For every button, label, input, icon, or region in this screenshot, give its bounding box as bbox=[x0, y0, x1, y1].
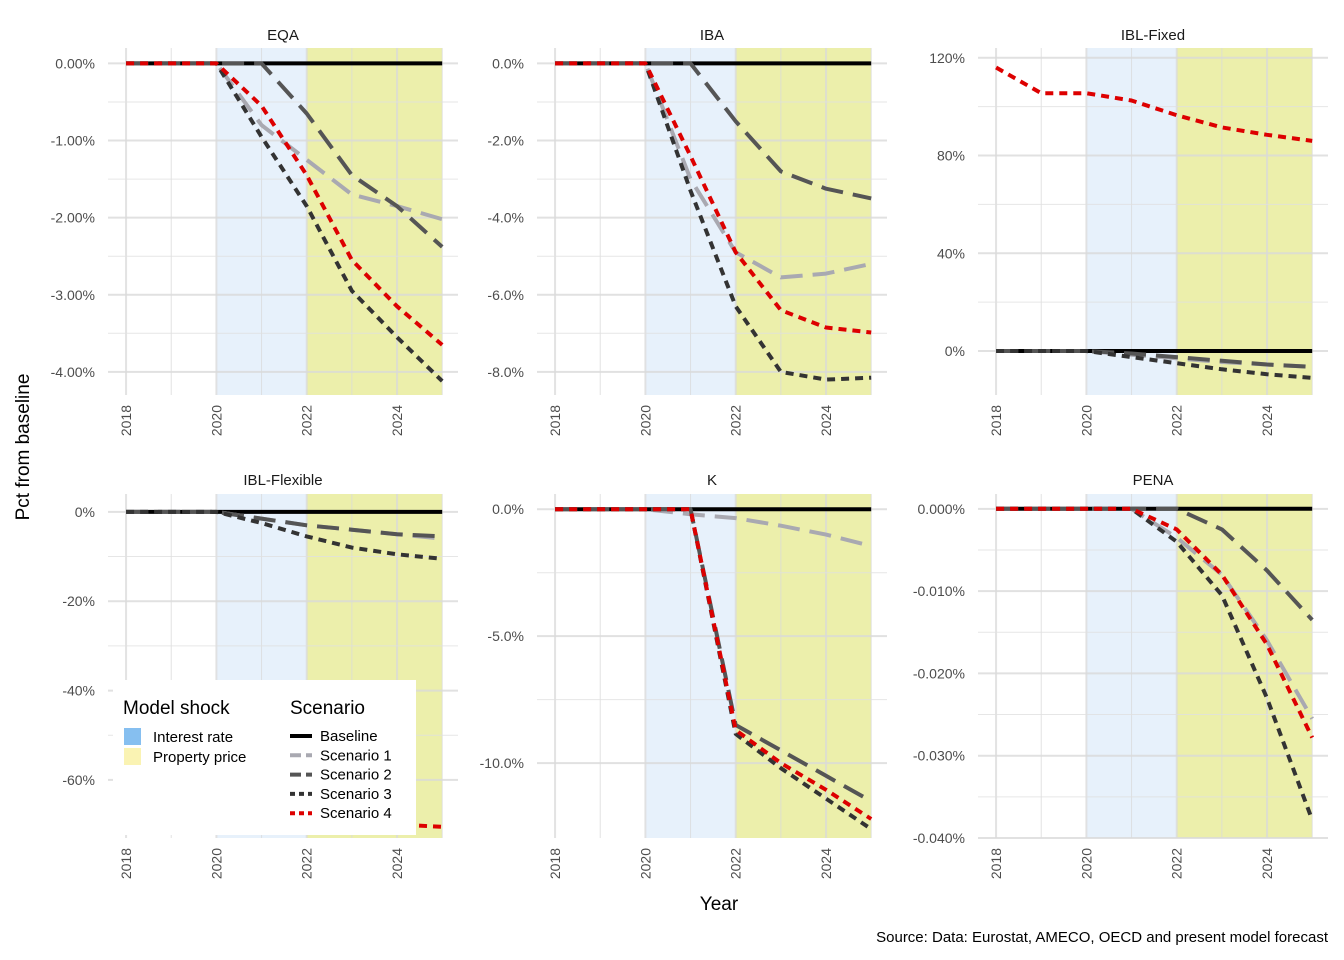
y-tick-label: -0.020% bbox=[913, 665, 965, 681]
x-tick-label: 2024 bbox=[1259, 848, 1275, 879]
y-tick-label: -0.030% bbox=[913, 748, 965, 764]
panel-title: PENA bbox=[1133, 472, 1174, 489]
y-tick-label: -2.0% bbox=[487, 133, 524, 149]
y-tick-label: -0.040% bbox=[913, 830, 965, 846]
series-scenario-3 bbox=[996, 349, 1313, 380]
x-tick-label: 2020 bbox=[1078, 405, 1094, 436]
y-tick-label: -60% bbox=[62, 772, 95, 788]
shade-property-price bbox=[1176, 48, 1313, 395]
legend-title-shock: Model shock bbox=[123, 698, 230, 719]
panel-title: IBL-Fixed bbox=[1121, 27, 1185, 44]
x-tick-label: 2018 bbox=[118, 848, 134, 879]
panel-title: K bbox=[707, 472, 717, 489]
legend-label-shock: Property price bbox=[153, 749, 246, 766]
panel-k: K 0.0% -5.0% -10.0% 2018 2020 2022 2024 bbox=[480, 472, 887, 879]
x-tick-label: 2024 bbox=[818, 848, 834, 879]
panel-ibl-fixed: IBL-Fixed 0% 40% 80% 120% 2018 2020 2022 2024 bbox=[929, 27, 1328, 436]
y-tick-label: -10.0% bbox=[480, 755, 524, 771]
series-scenario-2 bbox=[555, 61, 872, 201]
y-axis-title: Pct from baseline bbox=[13, 374, 34, 521]
legend-key-shock bbox=[124, 748, 141, 765]
x-tick-label: 2022 bbox=[1169, 848, 1185, 879]
y-tick-label: -4.00% bbox=[51, 364, 95, 380]
panel-title: IBL-Flexible bbox=[243, 472, 322, 489]
shade-property-price bbox=[306, 48, 443, 395]
x-tick-label: 2018 bbox=[547, 848, 563, 879]
caption: Source: Data: Eurostat, AMECO, OECD and … bbox=[876, 929, 1329, 946]
x-tick-label: 2022 bbox=[728, 405, 744, 436]
x-tick-label: 2024 bbox=[1259, 405, 1275, 436]
x-tick-label: 2024 bbox=[389, 848, 405, 879]
legend-background bbox=[113, 680, 416, 835]
shade-property-price bbox=[735, 48, 872, 395]
legend-label-scenario: Scenario 4 bbox=[320, 805, 392, 822]
series-scenario-3 bbox=[996, 506, 1315, 821]
panels: EQA 0.00% -1.00% -2.00% -3.00% -4.00% 2018 2020… bbox=[51, 27, 1328, 879]
x-tick-label: 2018 bbox=[988, 848, 1004, 879]
panel-title: EQA bbox=[267, 27, 299, 44]
y-tick-label: 0.0% bbox=[492, 501, 524, 517]
series-scenario-4 bbox=[996, 506, 1314, 739]
series-scenario-3 bbox=[126, 509, 443, 561]
y-tick-label: -0.010% bbox=[913, 583, 965, 599]
legend: Model shock Interest rate Property price Sc… bbox=[113, 680, 416, 835]
x-tick-label: 2024 bbox=[389, 405, 405, 436]
x-tick-label: 2024 bbox=[818, 405, 834, 436]
panel-eqa: EQA 0.00% -1.00% -2.00% -3.00% -4.00% 2018 2020… bbox=[51, 27, 458, 436]
y-tick-label: -2.00% bbox=[51, 210, 95, 226]
y-tick-label: 0.0% bbox=[492, 55, 524, 71]
series-scenario-2 bbox=[126, 61, 444, 249]
series-scenario-4 bbox=[995, 65, 1313, 143]
x-tick-label: 2018 bbox=[547, 405, 563, 436]
y-tick-label: -1.00% bbox=[51, 133, 95, 149]
legend-label-scenario: Scenario 2 bbox=[320, 767, 392, 784]
panel-title: IBA bbox=[700, 27, 724, 44]
y-tick-label: 120% bbox=[929, 50, 965, 66]
x-tick-label: 2022 bbox=[1169, 405, 1185, 436]
legend-label-shock: Interest rate bbox=[153, 729, 233, 746]
series-scenario-4 bbox=[555, 61, 872, 335]
y-tick-label: 40% bbox=[937, 245, 965, 261]
x-tick-label: 2020 bbox=[208, 848, 224, 879]
series-scenario-3 bbox=[126, 61, 444, 383]
series-scenario-3 bbox=[555, 61, 872, 382]
y-tick-label: -6.0% bbox=[487, 287, 524, 303]
x-tick-label: 2020 bbox=[208, 405, 224, 436]
series-scenario-2 bbox=[996, 349, 1313, 369]
panel-iba: IBA 0.0% -2.0% -4.0% -6.0% -8.0% 2018 2020 2022 2… bbox=[487, 27, 887, 436]
y-tick-label: 0% bbox=[75, 504, 95, 520]
series-scenario-4 bbox=[126, 61, 444, 347]
y-tick-label: -5.0% bbox=[487, 628, 524, 644]
y-tick-label: -20% bbox=[62, 593, 95, 609]
x-axis-title: Year bbox=[700, 894, 739, 915]
y-tick-label: 0% bbox=[945, 343, 965, 359]
legend-label-scenario: Baseline bbox=[320, 728, 378, 745]
x-tick-label: 2020 bbox=[1078, 848, 1094, 879]
y-tick-label: -3.00% bbox=[51, 287, 95, 303]
x-tick-label: 2022 bbox=[299, 848, 315, 879]
series-scenario-2 bbox=[126, 509, 443, 539]
x-tick-label: 2020 bbox=[637, 848, 653, 879]
y-tick-label: 80% bbox=[937, 148, 965, 164]
series-scenario-3 bbox=[555, 507, 873, 831]
x-tick-label: 2022 bbox=[299, 405, 315, 436]
x-tick-label: 2018 bbox=[988, 405, 1004, 436]
y-tick-label: 0.000% bbox=[918, 501, 965, 517]
legend-key-shock bbox=[124, 728, 141, 745]
panel-pena: PENA 0.000% -0.010% -0.020% -0.030% -0.040% 20… bbox=[913, 472, 1328, 879]
x-tick-label: 2022 bbox=[728, 848, 744, 879]
legend-title-scenario: Scenario bbox=[290, 698, 365, 719]
legend-label-scenario: Scenario 3 bbox=[320, 786, 392, 803]
legend-label-scenario: Scenario 1 bbox=[320, 747, 392, 764]
shade-property-price bbox=[735, 494, 872, 838]
y-tick-label: -8.0% bbox=[487, 364, 524, 380]
x-tick-label: 2020 bbox=[637, 405, 653, 436]
shade-property-price bbox=[1176, 494, 1313, 838]
y-tick-label: 0.00% bbox=[55, 55, 95, 71]
x-tick-label: 2018 bbox=[118, 405, 134, 436]
y-tick-label: -40% bbox=[62, 683, 95, 699]
y-tick-label: -4.0% bbox=[487, 210, 524, 226]
series-scenario-2 bbox=[996, 506, 1314, 622]
